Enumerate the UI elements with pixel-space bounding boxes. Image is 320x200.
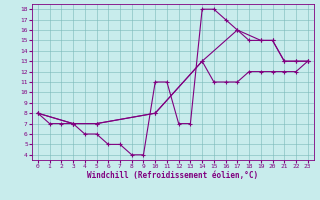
X-axis label: Windchill (Refroidissement éolien,°C): Windchill (Refroidissement éolien,°C) (87, 171, 258, 180)
